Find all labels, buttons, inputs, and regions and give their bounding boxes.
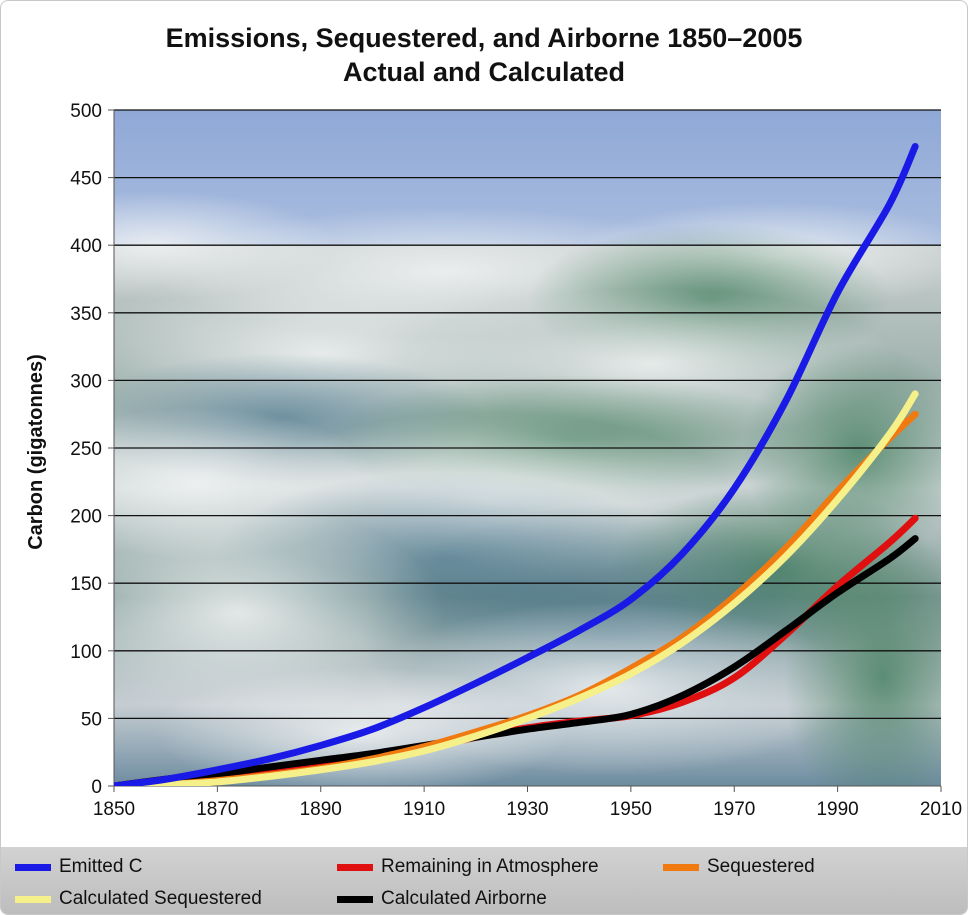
y-tick-label: 150 xyxy=(70,574,102,595)
y-tick-label: 100 xyxy=(70,642,102,663)
chart-svg: Emissions, Sequestered, and Airborne 185… xyxy=(25,23,962,820)
x-tick-label: 1910 xyxy=(403,799,445,820)
y-tick-label: 500 xyxy=(70,101,102,122)
x-tick-label: 1930 xyxy=(506,799,548,820)
y-tick-label: 250 xyxy=(70,439,102,460)
y-tick-label: 350 xyxy=(70,304,102,325)
series-lines xyxy=(114,143,919,786)
legend-label: Remaining in Atmosphere xyxy=(381,856,599,877)
x-tick-label: 1850 xyxy=(93,799,135,820)
y-tick-label: 0 xyxy=(91,777,102,798)
background-texture xyxy=(783,526,941,786)
x-tick-label: 1990 xyxy=(816,799,858,820)
y-tick-label: 300 xyxy=(70,371,102,392)
series-line-calculated-airborne xyxy=(114,535,919,786)
legend-swatch xyxy=(337,863,373,871)
chart-subtitle: Actual and Calculated xyxy=(343,57,625,87)
legend-label: Calculated Sequestered xyxy=(59,888,262,909)
legend-item-calculated-sequestered: Calculated Sequestered xyxy=(15,887,262,911)
legend-item-emitted: Emitted C xyxy=(15,855,142,879)
legend-swatch xyxy=(663,863,699,871)
x-tick-label: 1970 xyxy=(713,799,755,820)
legend-swatch xyxy=(15,895,51,903)
x-tick-label: 1890 xyxy=(300,799,342,820)
x-tick-label: 1870 xyxy=(196,799,238,820)
axes: 0 50 100 150 200 250 300 350 400 450 500 1850 1870 18… xyxy=(70,101,962,820)
legend-label: Sequestered xyxy=(707,856,815,877)
legend-item-remaining: Remaining in Atmosphere xyxy=(337,855,599,879)
x-tick-label: 1950 xyxy=(610,799,652,820)
legend-swatch xyxy=(337,895,373,903)
legend: Emitted C Remaining in Atmosphere Seques… xyxy=(1,847,967,914)
series-line-calculated-sequestered xyxy=(114,390,919,786)
legend-swatch xyxy=(15,863,51,871)
x-tick-label: 2010 xyxy=(920,799,962,820)
chart-title: Emissions, Sequestered, and Airborne 185… xyxy=(166,23,803,53)
legend-label: Emitted C xyxy=(59,856,143,877)
y-tick-label: 200 xyxy=(70,507,102,528)
series-line-emitted-c xyxy=(114,143,919,786)
background-texture xyxy=(114,504,445,722)
legend-item-sequestered: Sequestered xyxy=(663,855,815,879)
legend-item-calculated-airborne: Calculated Airborne xyxy=(337,887,547,911)
background-texture xyxy=(155,667,569,786)
y-tick-label: 400 xyxy=(70,236,102,257)
plot-background xyxy=(114,110,941,786)
legend-label: Calculated Airborne xyxy=(381,888,547,909)
y-tick-label: 450 xyxy=(70,169,102,190)
y-axis-label: Carbon (gigatonnes) xyxy=(25,354,47,550)
y-tick-label: 50 xyxy=(81,709,102,730)
